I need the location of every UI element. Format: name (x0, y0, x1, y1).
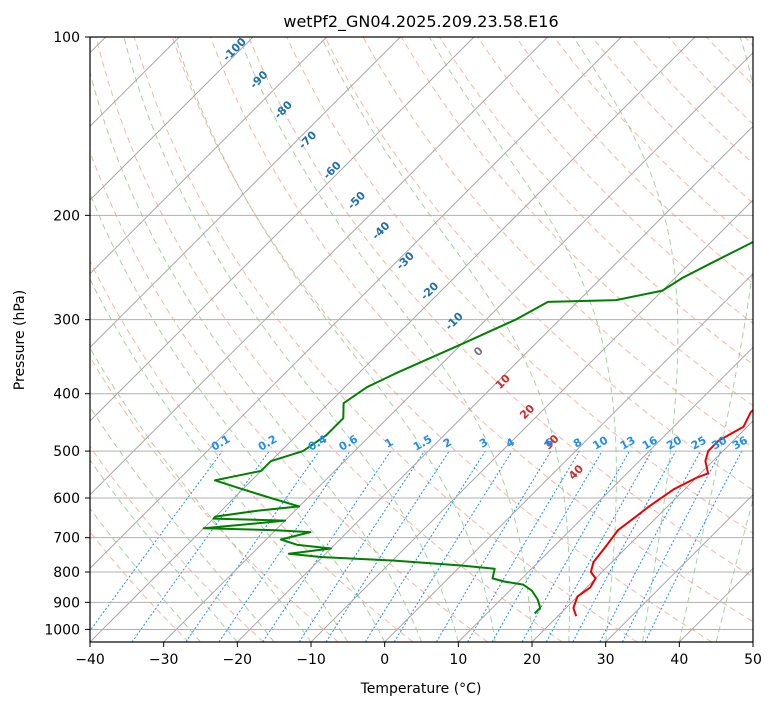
mixing-ratio-line (90, 450, 223, 632)
x-tick-label: 50 (744, 652, 762, 668)
moist-adiabat-line (174, 37, 496, 642)
isotherm-line (605, 493, 753, 642)
moist-adiabat-line (90, 192, 386, 642)
dry-adiabat-line (286, 37, 753, 534)
moist-adiabat-line (90, 507, 201, 642)
moist-adiabat-line (715, 497, 753, 642)
isotherm-line (90, 37, 254, 201)
isotherm-line (236, 125, 753, 642)
y-tick-label: 400 (53, 387, 80, 403)
mixing-ratio-line (393, 450, 513, 642)
dry-adiabat-line (324, 37, 753, 491)
isotherm-line (90, 37, 401, 349)
temperature-profile-line (572, 408, 753, 617)
x-tick-label: −20 (223, 652, 253, 668)
moist-adiabat-line (238, 37, 533, 642)
isotherm-line (90, 37, 696, 642)
x-tick-label: 20 (523, 652, 541, 668)
moist-adiabat-line (428, 37, 617, 642)
dry-adiabat-line (90, 445, 264, 642)
x-axis-label: Temperature (°C) (360, 681, 482, 697)
isotherm-line (457, 346, 753, 642)
dry-adiabat-line (210, 37, 753, 623)
isotherm-line (310, 199, 753, 642)
isotherm-line (90, 37, 328, 275)
y-tick-label: 200 (53, 208, 80, 224)
mixing-ratio-line (621, 450, 722, 642)
y-tick-label: 300 (53, 313, 80, 329)
x-tick-label: 30 (597, 652, 615, 668)
moist-adiabat-line (90, 406, 275, 642)
background-lines (90, 37, 753, 642)
moist-adiabat-line (90, 70, 422, 642)
isotherm-line (90, 37, 622, 570)
y-tick-label: 700 (53, 531, 80, 547)
y-tick-label: 1000 (44, 622, 80, 638)
profile-lines (202, 240, 753, 617)
moist-adiabat-line (572, 37, 679, 642)
y-tick-label: 600 (53, 491, 80, 507)
y-tick-label: 900 (53, 595, 80, 611)
isotherm-line (163, 51, 753, 642)
x-tick-label: 0 (380, 652, 389, 668)
moist-adiabat-line (90, 278, 349, 642)
mixing-ratio-line (262, 450, 392, 642)
dry-adiabat-line (90, 259, 414, 642)
plot-frame (89, 36, 754, 643)
x-tick-label: 40 (670, 652, 688, 668)
dry-adiabat-line (171, 37, 712, 642)
mixing-ratio-line (298, 450, 425, 642)
isotherm-line (90, 37, 549, 496)
isotherm-line (531, 420, 753, 642)
dry-adiabat-line (248, 37, 753, 578)
mixing-ratio-line (325, 450, 450, 642)
y-tick-label: 500 (53, 444, 80, 460)
x-tick-label: 10 (449, 652, 467, 668)
mixing-ratio-line (644, 450, 743, 642)
dry-adiabat-line (95, 37, 563, 642)
moist-adiabat-line (123, 37, 459, 642)
dry-adiabat-line (515, 37, 753, 284)
dewpoint-profile-line (202, 240, 753, 615)
y-tick-label: 100 (53, 30, 80, 46)
axes: −40 −30 −20 −10 0 10 20 30 40 50 100 200 300 400 500 60… (44, 30, 762, 668)
moist-adiabat-line (678, 37, 753, 642)
mixing-ratio-line (218, 450, 351, 642)
dry-adiabat-line (90, 356, 339, 642)
mixing-ratio-line (521, 450, 630, 642)
x-tick-label: −10 (296, 652, 326, 668)
isotherm-line (384, 272, 753, 642)
mixing-ratio-line (185, 450, 320, 642)
moist-adiabat-line (320, 37, 571, 642)
mixing-ratio-line (545, 450, 653, 642)
chart-title: wetPf2_GN04.2025.209.23.58.E16 (283, 12, 558, 32)
isotherm-line (90, 37, 475, 422)
y-axis-label: Pressure (hPa) (12, 290, 28, 390)
y-tick-label: 800 (53, 565, 80, 581)
moist-adiabat-line (90, 459, 238, 642)
x-tick-label: −30 (149, 652, 179, 668)
x-tick-label: −40 (75, 652, 105, 668)
mixing-ratio-line (572, 450, 677, 642)
